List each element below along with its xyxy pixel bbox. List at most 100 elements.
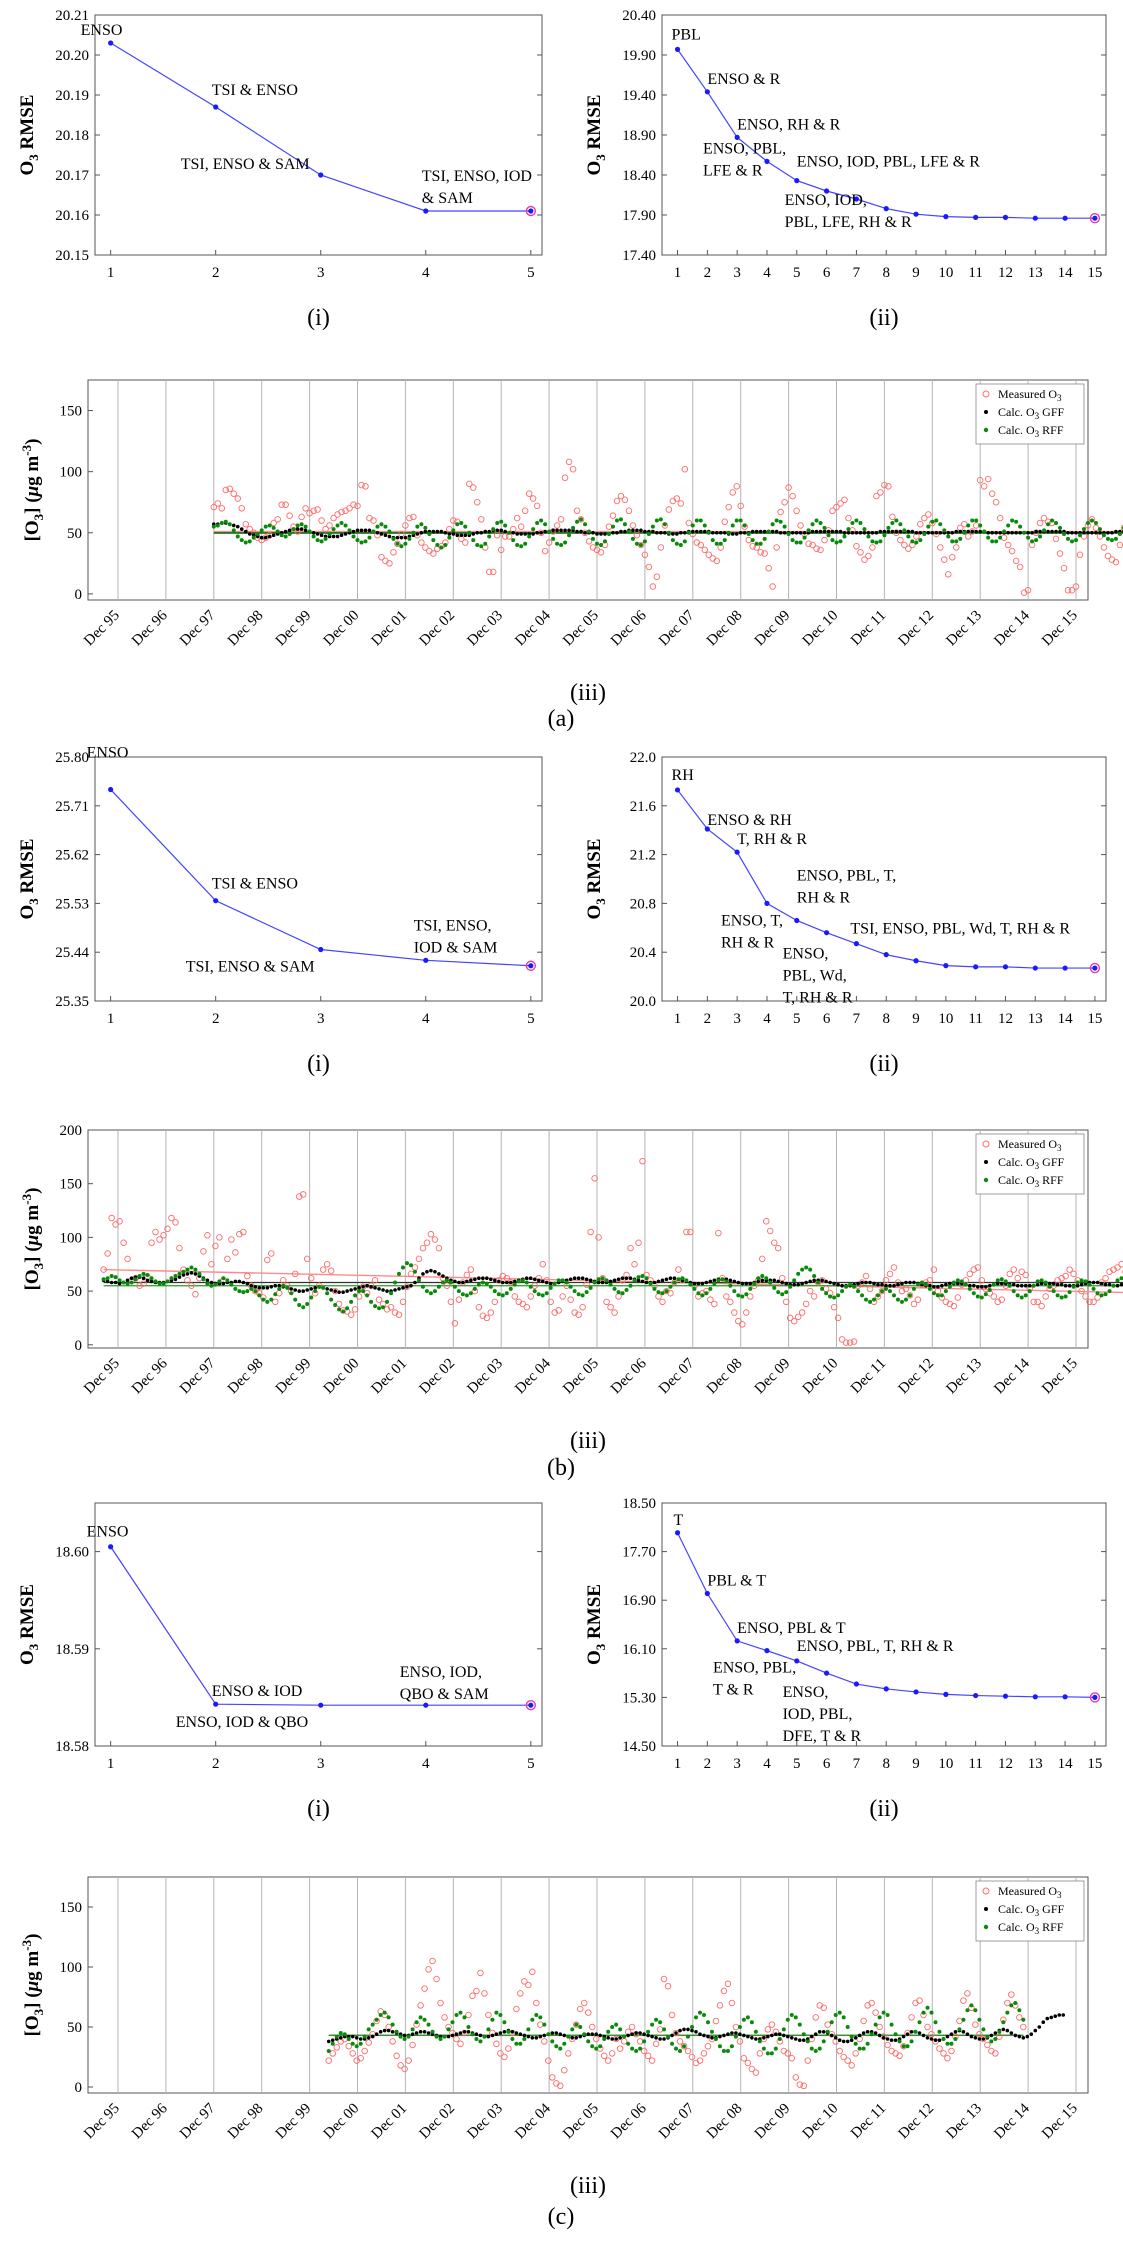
- x-tick-label: Dec 13: [943, 608, 985, 650]
- gff-point: [694, 2030, 698, 2034]
- y-tick-label: 50: [67, 2020, 82, 2036]
- x-tick-label: 5: [527, 1011, 535, 1027]
- rff-point: [762, 536, 767, 541]
- measured-point: [837, 500, 844, 507]
- rff-point: [834, 540, 839, 545]
- rmse-annotation: ENSO, IOD & QBO: [176, 1714, 308, 1731]
- gff-point: [385, 1289, 389, 1293]
- rff-point: [211, 524, 216, 529]
- rff-point: [842, 534, 847, 539]
- y-axis-label-part: g m: [22, 1205, 43, 1235]
- rff-point: [913, 2029, 918, 2034]
- rff-point: [865, 2041, 870, 2046]
- rff-point: [251, 535, 256, 540]
- measured-point: [944, 2054, 951, 2062]
- measured-point: [441, 2014, 448, 2021]
- measured-point: [246, 525, 253, 533]
- rff-point: [954, 539, 959, 544]
- rff-point: [347, 528, 352, 533]
- rff-point: [490, 2017, 495, 2022]
- legend-tail: GFF: [1039, 1155, 1064, 1169]
- rff-point: [1077, 533, 1082, 538]
- measured-point: [519, 1300, 527, 1308]
- measured-point: [988, 490, 996, 497]
- rff-point: [217, 1279, 222, 1284]
- rff-point: [1026, 535, 1031, 540]
- gff-point: [836, 1282, 840, 1287]
- rff-point: [817, 2046, 822, 2051]
- gff-point: [578, 2034, 583, 2039]
- rff-point: [137, 1274, 142, 1279]
- measured-point: [723, 1293, 730, 1300]
- gff-point: [301, 1289, 306, 1293]
- gff-point: [1067, 1283, 1072, 1288]
- gff-point: [395, 535, 400, 540]
- measured-point: [792, 2074, 800, 2081]
- measured-point: [511, 1293, 519, 1300]
- rff-point: [273, 1292, 278, 1297]
- rmse-point: [318, 1702, 324, 1708]
- y-axis-label-part: ): [22, 1934, 43, 1940]
- legend-marker-measured: [982, 1887, 990, 1895]
- rff-point: [221, 1276, 226, 1281]
- measured-point: [727, 1298, 734, 1306]
- y-axis-label-part: ] (: [22, 1991, 43, 2008]
- y-axis-label-part: g m: [22, 1951, 43, 1981]
- measured-point: [577, 516, 585, 523]
- rff-point: [438, 2037, 443, 2041]
- rff-point: [408, 1263, 413, 1268]
- rff-point: [797, 2022, 802, 2027]
- gff-point: [1049, 2015, 1054, 2020]
- gff-point: [738, 530, 743, 535]
- rff-point: [321, 1285, 326, 1290]
- gff-point: [1082, 530, 1086, 535]
- legend-marker-rff: [983, 427, 989, 433]
- measured-point: [824, 2021, 831, 2028]
- measured-point: [762, 1218, 770, 1225]
- measured-point: [992, 2050, 999, 2057]
- rff-point: [634, 2049, 639, 2053]
- measured-point: [868, 1999, 875, 2007]
- gff-point: [864, 1280, 868, 1285]
- gff-point: [1011, 1282, 1016, 1287]
- rff-point: [768, 1280, 773, 1285]
- measured-point: [493, 531, 501, 539]
- y-tick-label: 17.90: [622, 208, 656, 224]
- measured-point: [735, 1317, 742, 1325]
- measured-point: [576, 2005, 584, 2013]
- gff-point: [1041, 2020, 1046, 2024]
- gff-point: [642, 2032, 646, 2036]
- y-axis-label-part: ): [22, 1188, 43, 1194]
- rff-point: [309, 1295, 314, 1300]
- y-axis-label-mu: μ: [22, 1235, 43, 1247]
- x-tick-label: Dec 03: [464, 2101, 506, 2143]
- measured-point: [749, 542, 756, 550]
- rff-point: [945, 2041, 950, 2046]
- rmse-annotation: TSI, ENSO,: [414, 917, 492, 934]
- gff-point: [559, 528, 563, 533]
- measured-point: [1094, 1294, 1101, 1301]
- gff-point: [928, 1283, 932, 1288]
- measured-point: [852, 2050, 859, 2057]
- rff-point: [459, 521, 464, 525]
- measured-point: [465, 2011, 472, 2019]
- measured-point: [587, 1228, 594, 1236]
- y-tick-label: 19.90: [622, 48, 656, 64]
- x-tick-label: Dec 14: [991, 2100, 1033, 2142]
- measured-point: [327, 1267, 335, 1274]
- gff-point: [329, 1288, 333, 1292]
- gff-point: [833, 2036, 838, 2040]
- rff-point: [297, 1303, 302, 1308]
- gff-point: [1099, 1281, 1104, 1286]
- gff-point: [433, 1269, 437, 1274]
- rff-point: [165, 1279, 170, 1284]
- rff-point: [313, 1289, 318, 1294]
- gff-point: [881, 2036, 886, 2040]
- measured-point: [945, 571, 952, 578]
- rff-point: [686, 2034, 691, 2039]
- rmse-point: [943, 1691, 949, 1697]
- measured-point: [659, 1298, 666, 1306]
- rff-point: [646, 2029, 651, 2034]
- x-tick-label: Dec 95: [81, 1356, 123, 1398]
